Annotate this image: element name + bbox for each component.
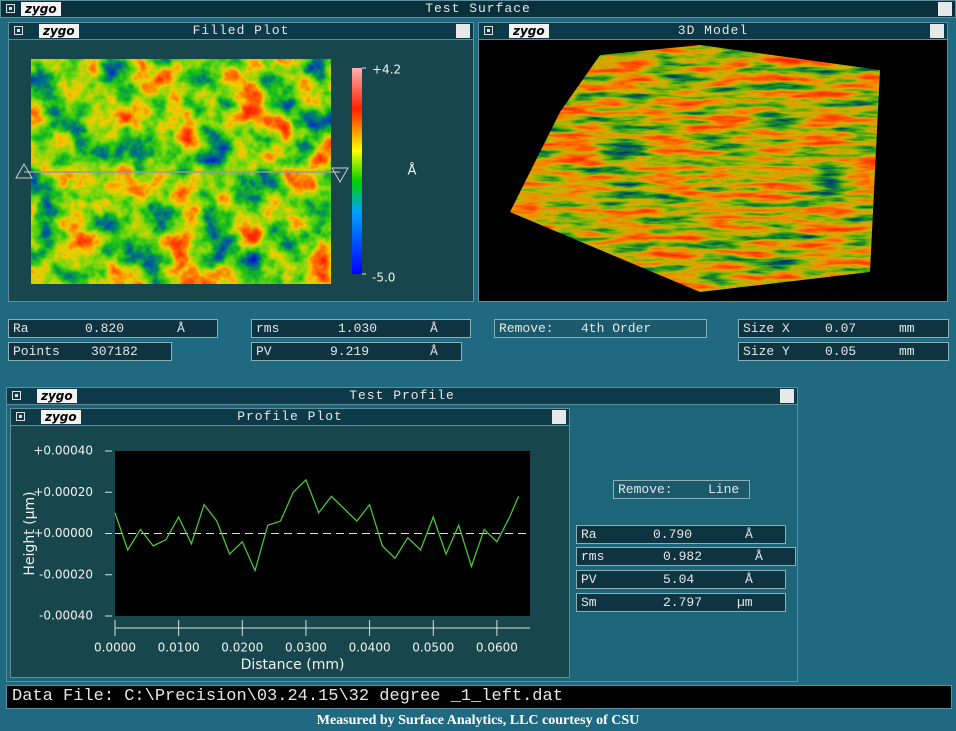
stat-box: Remove: Line [613,480,750,499]
filled-plot-window [8,22,474,302]
profile-plot-title: Profile Plot [237,409,343,424]
stat-label: Points [13,344,60,359]
stat-unit: Å [430,344,438,359]
model-3d-title: 3D Model [677,23,749,38]
filled-plot-title-bar: zygo Filled Plot [8,22,474,40]
logo: zygo [21,2,61,16]
stat-label: rms [256,321,280,336]
stat-label: Size Y [743,344,790,359]
stat-unit: mm [899,321,915,336]
stat-value: 4th Order [581,321,652,336]
close-button[interactable] [6,4,15,13]
stat-box: Ra 0.790 Å [576,525,786,544]
stat-unit: Å [755,549,763,564]
pin-button[interactable] [930,24,944,38]
stat-unit: Å [430,321,438,336]
stat-unit: mm [899,344,915,359]
stat-label: Remove: [499,321,554,336]
stat-label: PV [256,344,272,359]
close-button[interactable] [12,391,21,400]
model-3d-window [478,22,948,302]
stat-box: rms 1.030 Å [251,319,471,338]
pin-button[interactable] [456,24,470,38]
stat-value: 0.820 [85,321,125,336]
stat-label: Ra [581,527,597,542]
stat-box: PV 5.04 Å [576,570,786,589]
stat-box: Remove: 4th Order [494,319,707,338]
data-file-label: Data File: [12,687,115,706]
logo: zygo [37,389,77,403]
stat-unit: µm [737,595,753,610]
stat-unit: Å [745,527,753,542]
stat-value: 1.030 [338,321,378,336]
stat-value: 5.04 [663,572,695,587]
stat-value: 0.05 [825,344,857,359]
stat-box: PV 9.219 Å [251,342,462,361]
pin-button[interactable] [938,2,952,16]
stat-label: Sm [581,595,597,610]
main-title-bar: zygo Test Surface [0,0,956,18]
profile-plot-title-bar: zygo Profile Plot [10,408,570,426]
stat-box: Points 307182 [8,342,172,361]
logo: zygo [41,410,81,424]
stat-label: PV [581,572,597,587]
model-3d-title-bar: zygo 3D Model [478,22,948,40]
close-button[interactable] [16,412,25,421]
stat-box: Size X 0.07 mm [738,319,949,338]
stat-value: Line [708,482,740,497]
data-file-bar: Data File: C:\Precision\03.24.15\32 degr… [6,685,952,709]
footer: Measured by Surface Analytics, LLC court… [316,713,640,728]
stat-label: Ra [13,321,29,336]
logo: zygo [509,24,549,38]
stat-value: 9.219 [330,344,370,359]
stat-box: rms 0.982 Å [576,547,796,566]
close-button[interactable] [484,26,493,35]
test-profile-title-bar: zygo Test Profile [6,387,798,405]
stat-box: Sm 2.797 µm [576,593,786,612]
stat-unit: Å [177,321,185,336]
profile-plot-window [10,408,570,678]
stat-box: Ra 0.820 Å [8,319,218,338]
stat-value: 0.07 [825,321,857,336]
stat-value: 0.790 [653,527,693,542]
close-button[interactable] [14,26,23,35]
stat-label: rms [581,549,605,564]
logo: zygo [39,24,79,38]
stat-value: 0.982 [663,549,703,564]
filled-plot-title: Filled Plot [192,23,290,38]
window-title: Test Surface [425,1,531,16]
stat-label: Size X [743,321,790,336]
test-profile-title: Test Profile [349,388,455,403]
stat-unit: Å [745,572,753,587]
stat-box: Size Y 0.05 mm [738,342,949,361]
stat-label: Remove: [618,482,673,497]
stat-value: 307182 [91,344,138,359]
data-file-path: C:\Precision\03.24.15\32 degree _1_left.… [124,687,563,706]
pin-button[interactable] [552,410,566,424]
stat-value: 2.797 [663,595,703,610]
pin-button[interactable] [780,389,794,403]
